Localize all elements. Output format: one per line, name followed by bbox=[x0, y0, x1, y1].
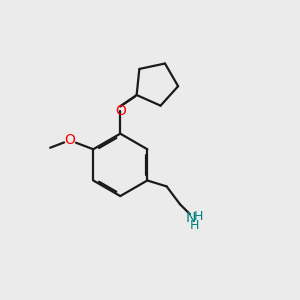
Text: O: O bbox=[115, 104, 126, 118]
Text: H: H bbox=[194, 210, 203, 223]
Text: N: N bbox=[185, 211, 196, 225]
Text: H: H bbox=[190, 219, 200, 232]
Text: O: O bbox=[64, 133, 75, 147]
